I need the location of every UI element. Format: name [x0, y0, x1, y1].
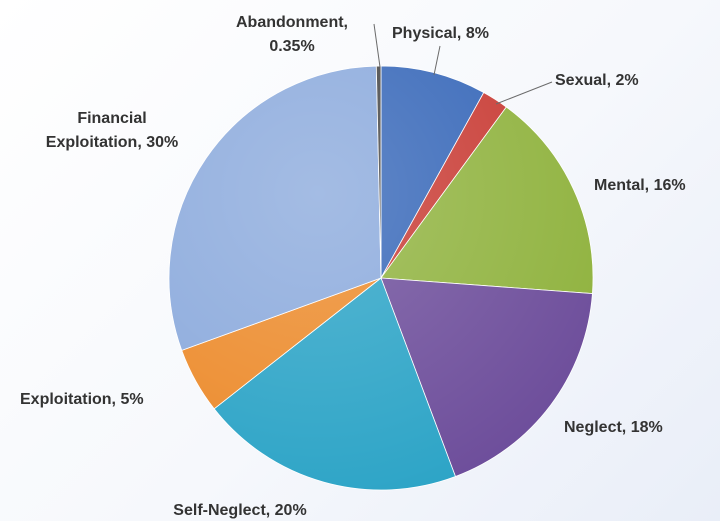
slice-label-sexual: Sexual, 2% — [555, 72, 639, 89]
leader-lines — [373, 23, 553, 105]
slice-label-exploitation: Exploitation, 5% — [20, 391, 144, 408]
leader-line-physical — [433, 45, 441, 76]
slice-label-physical: Physical, 8% — [392, 25, 489, 42]
leader-line-abandonment — [373, 23, 381, 68]
pie-slices — [168, 65, 594, 491]
slice-label-neglect: Neglect, 18% — [564, 419, 663, 436]
slice-label-abandonment: Abandonment, 0.35% — [236, 14, 348, 55]
slice-label-mental: Mental, 16% — [594, 177, 686, 194]
slice-labels: Physical, 8% Sexual, 2% Mental, 16% Neglect… — [20, 14, 686, 519]
slice-label-self-neglect: Self-Neglect, 20% — [173, 502, 306, 519]
leader-line-sexual — [495, 81, 553, 105]
slice-label-financial-exploitation: Financial Exploitation, 30% — [46, 110, 178, 151]
